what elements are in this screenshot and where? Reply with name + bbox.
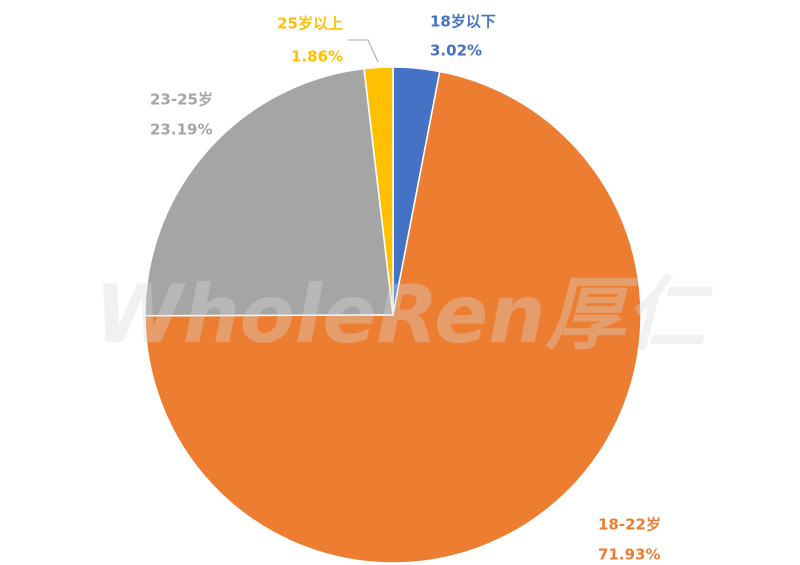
pie-slice [144,67,394,317]
pie [144,66,642,564]
value-label: 23.19% [150,121,212,139]
value-label: 3.02% [430,42,482,60]
slice-label: 25岁以上 [277,15,343,33]
value-label: 71.93% [598,546,660,564]
slice-label: 23-25岁 [150,91,213,109]
slice-label: 18岁以下 [430,13,496,31]
pie-slice [363,66,394,316]
leader-line [348,39,379,63]
pie-slice [144,70,642,564]
slice-label: 18-22岁 [598,516,661,534]
value-label: 1.86% [291,48,343,66]
watermark: WholeRen厚仁 [95,268,714,361]
